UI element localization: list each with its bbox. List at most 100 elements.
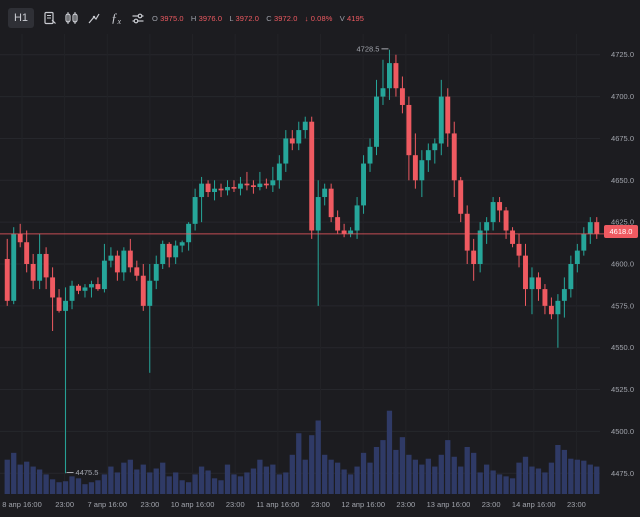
volume-bar xyxy=(88,482,95,494)
volume-bar xyxy=(542,472,548,494)
candle-body xyxy=(561,289,567,301)
open-label: O xyxy=(152,14,158,23)
price-tick-label: 4650.0 xyxy=(611,176,634,185)
candle-body xyxy=(173,245,179,258)
timeframe-label: H1 xyxy=(13,12,29,24)
volume-bar xyxy=(276,474,282,494)
volume-bar xyxy=(224,464,231,494)
volume-bar xyxy=(451,456,457,494)
candle-body xyxy=(309,121,315,231)
close-label: C xyxy=(266,14,272,23)
volume-bar xyxy=(360,452,367,494)
time-tick-label: 14 апр 16:00 xyxy=(512,500,556,509)
volume-label: V xyxy=(339,14,345,23)
candle-body xyxy=(108,255,114,261)
candle-body xyxy=(386,63,392,89)
candle-body xyxy=(399,88,405,105)
time-tick-label: 11 апр 16:00 xyxy=(256,500,299,509)
high-value: 3976.0 xyxy=(198,14,223,23)
candle-body xyxy=(88,284,94,288)
volume-bar xyxy=(490,470,496,494)
candle-body xyxy=(510,230,516,244)
time-tick-label: 23:00 xyxy=(226,500,245,509)
candle-body xyxy=(484,222,490,231)
volume-bar xyxy=(432,466,438,494)
volume-bar xyxy=(522,456,529,494)
volume-bar xyxy=(153,468,159,494)
volume-bar xyxy=(101,474,108,494)
volume-bar xyxy=(393,449,399,494)
candle-body xyxy=(529,277,535,290)
candle-body xyxy=(419,160,425,181)
volume-bar xyxy=(108,466,114,494)
candle-body xyxy=(11,233,17,301)
volume-bar xyxy=(516,462,522,494)
candle-body xyxy=(568,264,574,290)
volume-bar xyxy=(594,466,600,494)
candle-body xyxy=(516,243,522,256)
candle-body xyxy=(4,258,10,301)
low-annotation: 4475.5 xyxy=(76,468,99,477)
time-tick-label: 23:00 xyxy=(567,500,586,509)
time-tick-label: 10 апр 16:00 xyxy=(171,500,215,509)
timeframe-button[interactable]: H1 xyxy=(8,8,34,28)
candle-body xyxy=(374,96,379,147)
candle-body xyxy=(205,183,211,193)
volume-bar xyxy=(289,454,295,494)
settings-sliders-icon[interactable] xyxy=(128,8,148,28)
high-annotation: 4728.5 xyxy=(357,44,380,53)
volume-bar xyxy=(192,474,198,494)
price-tick-label: 4700.0 xyxy=(611,92,634,101)
volume-bar xyxy=(160,462,166,494)
volume-bar xyxy=(386,410,393,494)
price-tick-label: 4500.0 xyxy=(611,427,634,436)
price-tick-label: 4675.0 xyxy=(611,134,634,143)
candle-body xyxy=(535,277,541,290)
candle-body xyxy=(17,233,23,243)
volume-bar xyxy=(237,476,244,494)
volume-bar xyxy=(30,466,36,494)
volume-bar xyxy=(114,472,121,494)
volume-bar xyxy=(347,474,354,494)
candle-body xyxy=(244,183,250,186)
volume-bar xyxy=(95,480,101,494)
candle-body xyxy=(56,297,62,311)
volume-bar xyxy=(43,474,49,494)
volume-bar xyxy=(127,459,133,494)
price-tick-label: 4475.0 xyxy=(611,469,634,478)
candle-body xyxy=(406,104,412,156)
ohlc-legend: O 3975.0 H 3976.0 L 3972.0 C 3972.0 ↓ 0.… xyxy=(152,14,369,23)
volume-bar xyxy=(509,478,516,494)
low-value: 3972.0 xyxy=(235,14,260,23)
volume-bar xyxy=(185,482,192,494)
candle-body xyxy=(594,222,600,234)
volume-bar xyxy=(412,459,419,494)
price-tick-label: 4725.0 xyxy=(611,50,634,59)
volume-bar xyxy=(529,466,535,494)
candle-body xyxy=(471,250,477,264)
volume-bar xyxy=(458,466,464,494)
candle-body xyxy=(497,202,503,211)
volume-bar xyxy=(503,476,509,494)
candle-body xyxy=(548,305,554,315)
volume-bar xyxy=(425,458,431,494)
volume-bar xyxy=(49,479,56,494)
candle-body xyxy=(322,188,328,198)
compare-icon[interactable] xyxy=(62,8,82,28)
time-tick-label: 23:00 xyxy=(55,500,74,509)
candle-body xyxy=(503,210,509,231)
candle-body xyxy=(212,188,218,193)
candle-body xyxy=(231,186,237,189)
indicator-template-icon[interactable] xyxy=(40,8,60,28)
volume-bar xyxy=(198,466,205,494)
price-tick-label: 4625.0 xyxy=(611,218,634,227)
time-tick-label: 7 апр 16:00 xyxy=(88,500,128,509)
candle-body xyxy=(101,260,107,290)
candle-body xyxy=(412,155,418,181)
candle-body xyxy=(237,183,243,189)
candle-body xyxy=(276,163,282,181)
candle-body xyxy=(380,88,386,97)
draw-icon[interactable] xyxy=(84,8,104,28)
